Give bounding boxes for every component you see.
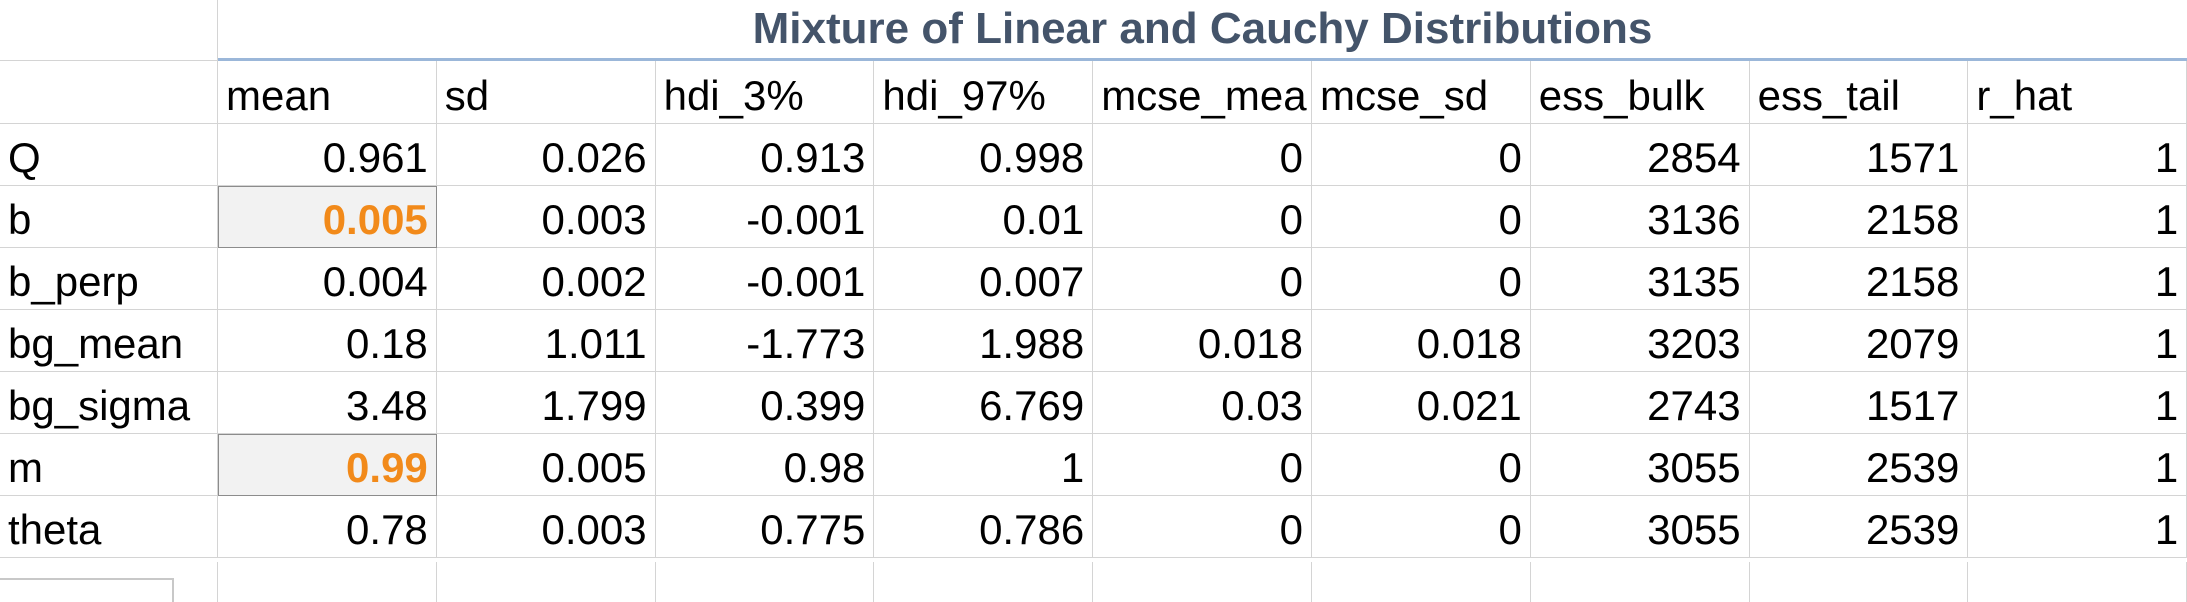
column-header-mcse-sd[interactable]: mcse_sd — [1312, 61, 1531, 124]
table-cell[interactable]: 1517 — [1749, 372, 1969, 434]
table-cell[interactable]: 0.913 — [655, 124, 875, 186]
table-cell[interactable]: 0 — [1093, 496, 1312, 558]
table-cell[interactable]: 3055 — [1530, 496, 1750, 558]
table-cell[interactable]: 0.98 — [655, 434, 875, 496]
table-cell[interactable]: 0.18 — [218, 310, 437, 372]
corner-cell[interactable] — [0, 0, 218, 61]
table-cell[interactable]: 0 — [1312, 496, 1531, 558]
table-cell[interactable]: -0.001 — [655, 186, 875, 248]
table-cell[interactable]: 1571 — [1749, 124, 1969, 186]
table-cell[interactable]: 3135 — [1530, 248, 1750, 310]
table-cell[interactable]: 0.399 — [655, 372, 875, 434]
table-cell[interactable]: 3.48 — [218, 372, 437, 434]
column-header-hdi-3-[interactable]: hdi_3% — [655, 61, 875, 124]
table-cell[interactable]: 0 — [1312, 434, 1531, 496]
table-cell[interactable]: 0.775 — [655, 496, 875, 558]
table-cell[interactable]: 3136 — [1530, 186, 1750, 248]
table-cell[interactable]: 0 — [1312, 248, 1531, 310]
table-cell[interactable]: 0.78 — [218, 496, 437, 558]
table-cell[interactable]: 0.998 — [874, 124, 1094, 186]
table-cell[interactable]: 1 — [1968, 248, 2187, 310]
table-cell[interactable]: 0.021 — [1312, 372, 1531, 434]
table-cell[interactable]: 2854 — [1530, 124, 1750, 186]
gridline — [1967, 562, 1969, 602]
gridline — [654, 562, 656, 602]
column-header-mean[interactable]: mean — [218, 61, 437, 124]
table-cell[interactable]: 6.769 — [874, 372, 1094, 434]
table-cell[interactable]: 1 — [1968, 310, 2187, 372]
table-cell[interactable]: -0.001 — [655, 248, 875, 310]
column-header-hdi-97-[interactable]: hdi_97% — [874, 61, 1094, 124]
gridline — [217, 562, 218, 602]
column-header-sd[interactable]: sd — [436, 61, 656, 124]
table-cell[interactable]: 0 — [1093, 186, 1312, 248]
table-cell[interactable]: 0 — [1312, 124, 1531, 186]
row-label[interactable]: Q — [0, 124, 218, 186]
table-cell[interactable]: 0 — [1093, 248, 1312, 310]
table-cell[interactable]: 1.011 — [436, 310, 656, 372]
table-cell[interactable]: 0.786 — [874, 496, 1094, 558]
row-header-blank[interactable] — [0, 61, 218, 124]
table-cell[interactable]: 1.799 — [436, 372, 656, 434]
table-cell[interactable]: 2539 — [1749, 496, 1969, 558]
column-header-ess-tail[interactable]: ess_tail — [1749, 61, 1969, 124]
gridline — [1529, 562, 1531, 602]
row-label[interactable]: theta — [0, 496, 218, 558]
table-cell[interactable]: 0.018 — [1093, 310, 1312, 372]
table-cell[interactable]: 1 — [1968, 496, 2187, 558]
table-cell[interactable]: 0.03 — [1093, 372, 1312, 434]
highlighted-mean-cell[interactable]: 0.005 — [218, 186, 437, 248]
table-cell[interactable]: 1 — [1968, 124, 2187, 186]
column-header-ess-bulk[interactable]: ess_bulk — [1530, 61, 1750, 124]
gridline — [1311, 562, 1312, 602]
table-cell[interactable]: 1 — [1968, 186, 2187, 248]
gridline — [1092, 562, 1094, 602]
table-cell[interactable]: 0.961 — [218, 124, 437, 186]
table-cell[interactable]: 2158 — [1749, 186, 1969, 248]
table-cell[interactable]: 0.01 — [874, 186, 1094, 248]
table-cell[interactable]: 0.007 — [874, 248, 1094, 310]
gridline — [1748, 562, 1750, 602]
table-cell[interactable]: 2539 — [1749, 434, 1969, 496]
sheet-tab-stub — [0, 578, 174, 602]
row-label[interactable]: bg_sigma — [0, 372, 218, 434]
column-header-mcse-mea[interactable]: mcse_mea — [1093, 61, 1312, 124]
table-cell[interactable]: -1.773 — [655, 310, 875, 372]
table-cell[interactable]: 2158 — [1749, 248, 1969, 310]
table-cell[interactable]: 0.002 — [436, 248, 656, 310]
table-cell[interactable]: 0 — [1093, 124, 1312, 186]
table-cell[interactable]: 1 — [874, 434, 1094, 496]
table-cell[interactable]: 0.005 — [436, 434, 656, 496]
gridline — [873, 562, 875, 602]
gridline — [435, 562, 437, 602]
row-label[interactable]: b — [0, 186, 218, 248]
row-label[interactable]: m — [0, 434, 218, 496]
table-cell[interactable]: 1.988 — [874, 310, 1094, 372]
table-cell[interactable]: 0 — [1093, 434, 1312, 496]
table-cell[interactable]: 0.003 — [436, 496, 656, 558]
highlighted-mean-cell[interactable]: 0.99 — [218, 434, 437, 496]
table-cell[interactable]: 1 — [1968, 372, 2187, 434]
row-label[interactable]: b_perp — [0, 248, 218, 310]
table-cell[interactable]: 3055 — [1530, 434, 1750, 496]
table-cell[interactable]: 0.018 — [1312, 310, 1531, 372]
table-cell[interactable]: 0.004 — [218, 248, 437, 310]
table-cell[interactable]: 1 — [1968, 434, 2187, 496]
column-header-r-hat[interactable]: r_hat — [1968, 61, 2187, 124]
table-cell[interactable]: 0.003 — [436, 186, 656, 248]
table-cell[interactable]: 0 — [1312, 186, 1531, 248]
table-title: Mixture of Linear and Cauchy Distributio… — [218, 0, 2187, 61]
row-label[interactable]: bg_mean — [0, 310, 218, 372]
table-cell[interactable]: 0.026 — [436, 124, 656, 186]
table-cell[interactable]: 2079 — [1749, 310, 1969, 372]
table-cell[interactable]: 3203 — [1530, 310, 1750, 372]
table-cell[interactable]: 2743 — [1530, 372, 1750, 434]
